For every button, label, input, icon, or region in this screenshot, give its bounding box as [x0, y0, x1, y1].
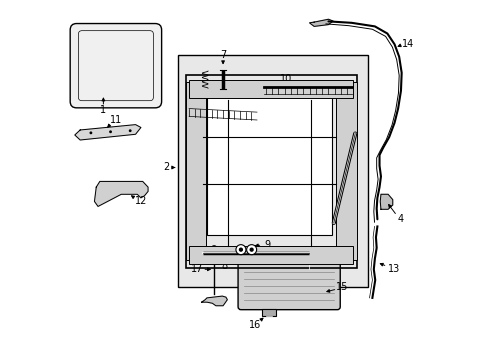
Text: 7: 7: [220, 50, 226, 60]
FancyBboxPatch shape: [238, 256, 340, 310]
Text: 3: 3: [288, 259, 294, 269]
Text: 12: 12: [134, 197, 147, 206]
Bar: [261, 309, 275, 316]
Text: 5: 5: [351, 184, 357, 194]
Polygon shape: [94, 181, 148, 206]
Text: 1: 1: [100, 105, 106, 115]
Text: 6: 6: [196, 94, 203, 104]
Text: 9: 9: [264, 240, 270, 250]
Text: 10: 10: [280, 74, 292, 84]
Bar: [206, 94, 331, 235]
Bar: [185, 82, 206, 260]
Polygon shape: [201, 296, 227, 306]
Polygon shape: [380, 194, 392, 209]
Text: 8: 8: [221, 261, 227, 271]
Text: 16: 16: [249, 320, 261, 330]
Circle shape: [238, 248, 243, 252]
Circle shape: [246, 245, 256, 255]
Bar: [189, 246, 353, 264]
Text: 15: 15: [335, 282, 347, 292]
Bar: [185, 75, 356, 267]
Circle shape: [109, 130, 112, 133]
Bar: [189, 80, 353, 98]
Bar: [178, 55, 367, 287]
Polygon shape: [309, 19, 332, 26]
Circle shape: [249, 248, 253, 252]
Polygon shape: [75, 125, 141, 140]
Text: 17: 17: [191, 264, 203, 274]
Text: 2: 2: [163, 162, 169, 172]
Circle shape: [89, 131, 92, 134]
Text: 11: 11: [109, 115, 122, 125]
Text: 13: 13: [387, 264, 399, 274]
Text: 4: 4: [397, 214, 403, 224]
Circle shape: [235, 245, 245, 255]
Text: 14: 14: [401, 39, 413, 49]
FancyBboxPatch shape: [70, 23, 162, 108]
Bar: [303, 259, 314, 269]
Circle shape: [128, 129, 131, 132]
Bar: [336, 82, 356, 260]
